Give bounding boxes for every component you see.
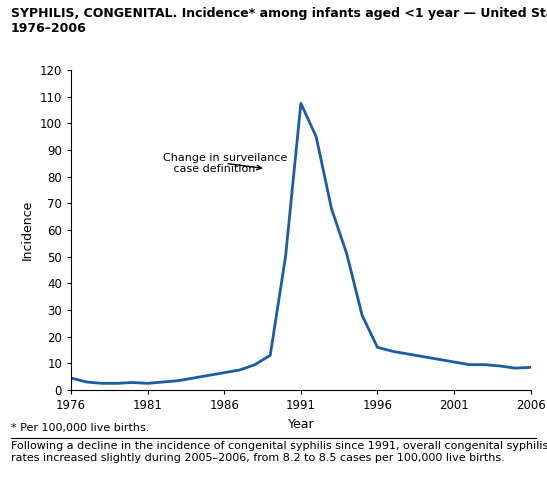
Text: * Per 100,000 live births.: * Per 100,000 live births. <box>11 422 149 432</box>
X-axis label: Year: Year <box>288 418 314 430</box>
Text: SYPHILIS, CONGENITAL. Incidence* among infants aged <1 year — United States,: SYPHILIS, CONGENITAL. Incidence* among i… <box>11 8 547 20</box>
Text: Following a decline in the incidence of congenital syphilis since 1991, overall : Following a decline in the incidence of … <box>11 441 547 462</box>
Y-axis label: Incidence: Incidence <box>21 200 34 260</box>
Text: 1976–2006: 1976–2006 <box>11 22 86 36</box>
Text: Change in surveilance
   case definition: Change in surveilance case definition <box>163 152 287 174</box>
